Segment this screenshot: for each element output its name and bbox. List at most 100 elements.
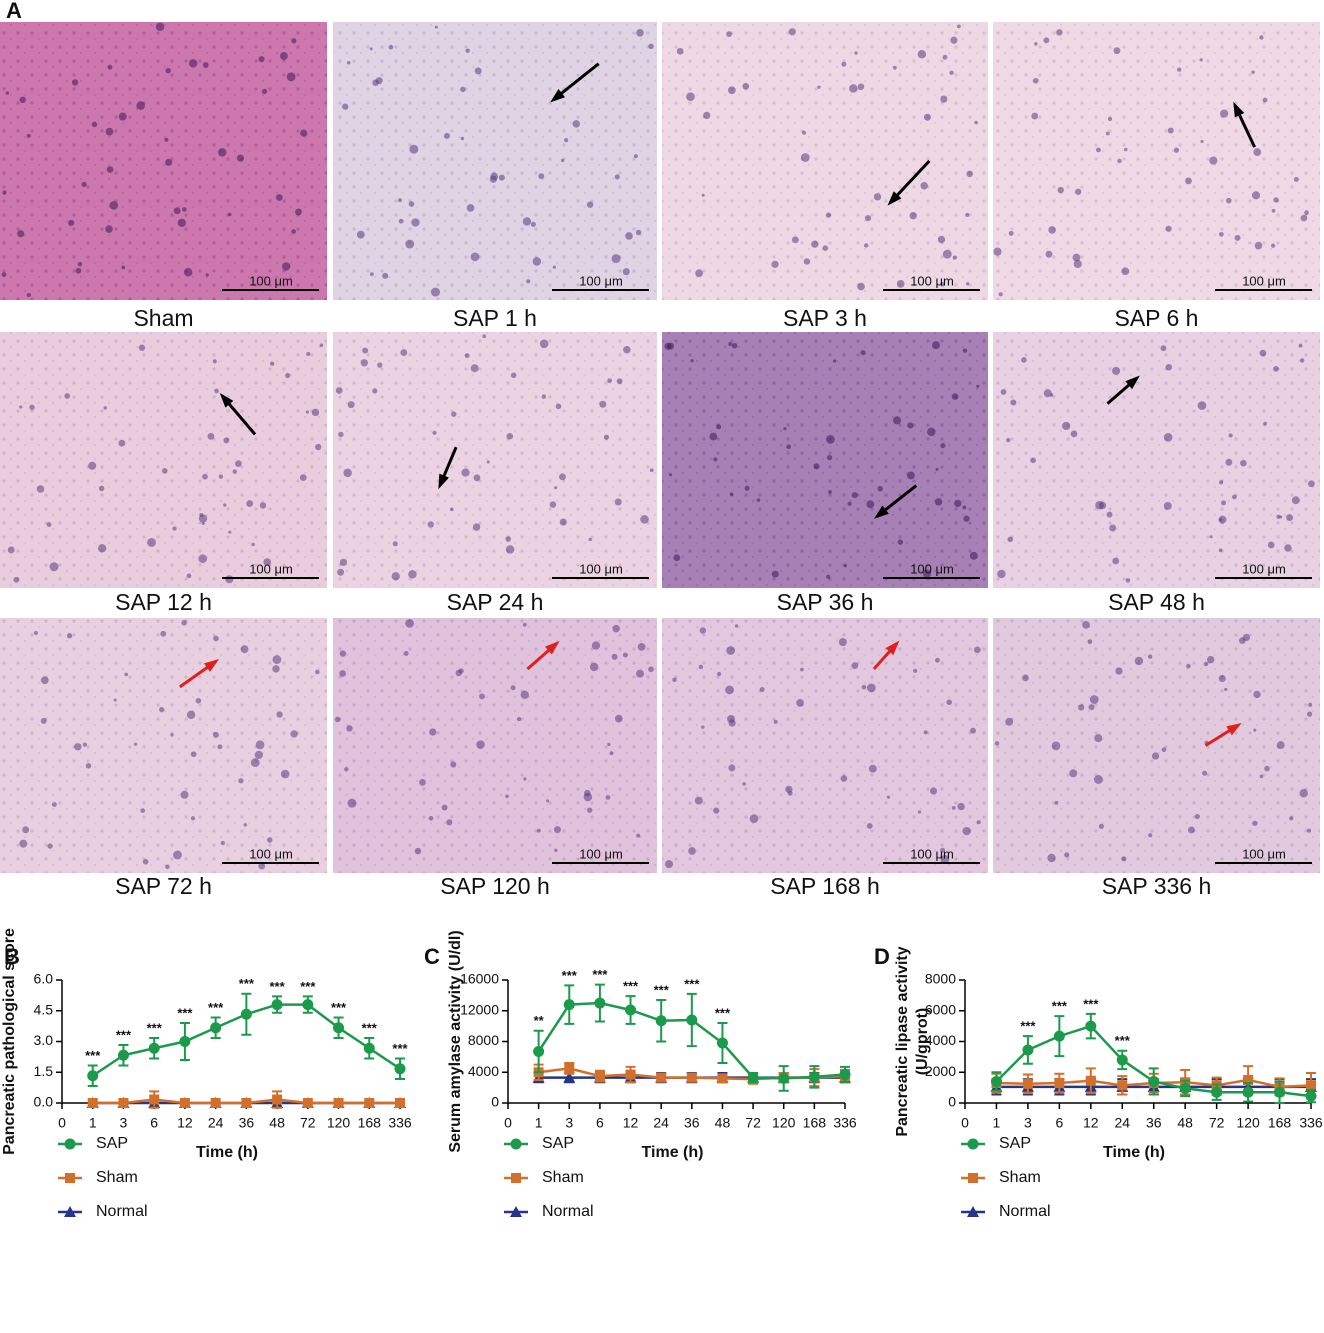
x-tick-label: 120 [1236, 1115, 1260, 1131]
cell-nucleus [822, 245, 829, 251]
cell-nucleus [849, 84, 858, 93]
data-point [563, 999, 575, 1011]
cell-nucleus [1252, 820, 1258, 826]
cell-nucleus [709, 432, 718, 441]
cell-nucleus [728, 764, 736, 772]
cell-nucleus [966, 282, 970, 286]
cell-nucleus [13, 576, 20, 583]
data-point [990, 1075, 1002, 1087]
image-caption: SAP 12 h [115, 589, 212, 615]
cell-nucleus [922, 569, 932, 578]
cell-nucleus [1007, 536, 1014, 543]
data-point [1243, 1074, 1254, 1085]
cell-nucleus [228, 212, 232, 217]
cell-nucleus [625, 232, 633, 240]
cell-nucleus [217, 744, 223, 750]
cell-nucleus [742, 782, 746, 786]
cell-nucleus [614, 174, 620, 180]
cell-nucleus [1148, 833, 1153, 838]
cell-nucleus [1224, 687, 1228, 692]
arrow-head [550, 89, 566, 103]
cell-nucleus [1289, 816, 1294, 821]
micrograph-tint [333, 22, 657, 300]
significance-label: *** [85, 1048, 101, 1063]
significance-label: *** [1115, 1033, 1131, 1048]
cell-nucleus [851, 492, 858, 499]
cell-nucleus [346, 60, 351, 65]
cell-nucleus [1062, 421, 1071, 431]
cell-nucleus [441, 804, 448, 811]
cell-nucleus [183, 268, 193, 277]
cell-nucleus [315, 443, 322, 451]
cell-nucleus [165, 67, 171, 74]
cell-nucleus [382, 272, 389, 279]
cell-nucleus [942, 249, 952, 259]
data-point [240, 1008, 252, 1020]
cell-nucleus [228, 530, 232, 534]
cell-nucleus [1, 272, 7, 277]
cell-nucleus [285, 373, 291, 379]
data-point [1306, 1080, 1316, 1091]
cell-nucleus [202, 62, 209, 68]
cell-nucleus [272, 665, 280, 673]
image-caption: SAP 120 h [440, 873, 550, 899]
cell-nucleus [75, 267, 82, 274]
cell-nucleus [1253, 148, 1262, 156]
cell-nucleus [1225, 458, 1233, 466]
cell-nucleus [636, 833, 641, 838]
cell-nucleus [572, 120, 581, 128]
x-tick-label: 6 [150, 1115, 158, 1131]
cell-nucleus [207, 432, 215, 440]
cell-nucleus [713, 457, 718, 462]
cell-nucleus [315, 669, 320, 675]
y-tick-label: 4000 [468, 1063, 499, 1079]
cell-nucleus [1307, 828, 1312, 833]
cell-nucleus [1075, 188, 1082, 195]
cell-nucleus [1209, 156, 1218, 165]
cell-nucleus [427, 521, 434, 528]
cell-nucleus [466, 204, 475, 212]
x-tick-label: 168 [803, 1115, 827, 1131]
data-point [149, 1094, 160, 1105]
cell-nucleus [701, 725, 705, 729]
cell-nucleus [147, 538, 156, 547]
cell-nucleus [694, 796, 703, 805]
x-tick-label: 0 [58, 1115, 66, 1131]
cell-nucleus [1251, 191, 1261, 200]
cell-nucleus [88, 461, 97, 470]
cell-nucleus [923, 730, 928, 735]
significance-label: *** [654, 982, 670, 997]
cell-nucleus [607, 742, 611, 747]
cell-nucleus [362, 347, 369, 354]
data-point [210, 1098, 221, 1108]
cell-nucleus [1221, 500, 1227, 506]
cell-nucleus [17, 230, 25, 238]
cell-nucleus [786, 444, 791, 450]
cell-nucleus [1021, 357, 1027, 363]
cell-nucleus [275, 194, 283, 201]
y-axis-label: (U/gprot) [914, 1008, 931, 1076]
cell-nucleus [450, 507, 454, 512]
cell-nucleus [1087, 639, 1093, 645]
cell-nucleus [1299, 789, 1308, 798]
cell-nucleus [956, 24, 961, 29]
cell-nucleus [1030, 457, 1036, 464]
y-tick-label: 8000 [925, 971, 956, 987]
micrograph-tint [333, 618, 657, 873]
cell-nucleus [510, 685, 516, 691]
cell-nucleus [554, 486, 558, 490]
cell-nucleus [929, 787, 938, 795]
cell-nucleus [465, 48, 470, 53]
x-tick-label: 36 [684, 1115, 700, 1131]
significance-label: ** [534, 1013, 545, 1028]
data-point [1242, 1086, 1254, 1098]
cell-nucleus [337, 568, 345, 576]
cell-nucleus [66, 633, 73, 639]
cell-nucleus [40, 676, 49, 685]
cell-nucleus [250, 758, 260, 768]
y-tick-label: 3.0 [34, 1032, 54, 1048]
cell-nucleus [118, 439, 126, 447]
arrow-head [1233, 101, 1245, 118]
cell-nucleus [516, 716, 522, 722]
data-point [117, 1049, 129, 1061]
